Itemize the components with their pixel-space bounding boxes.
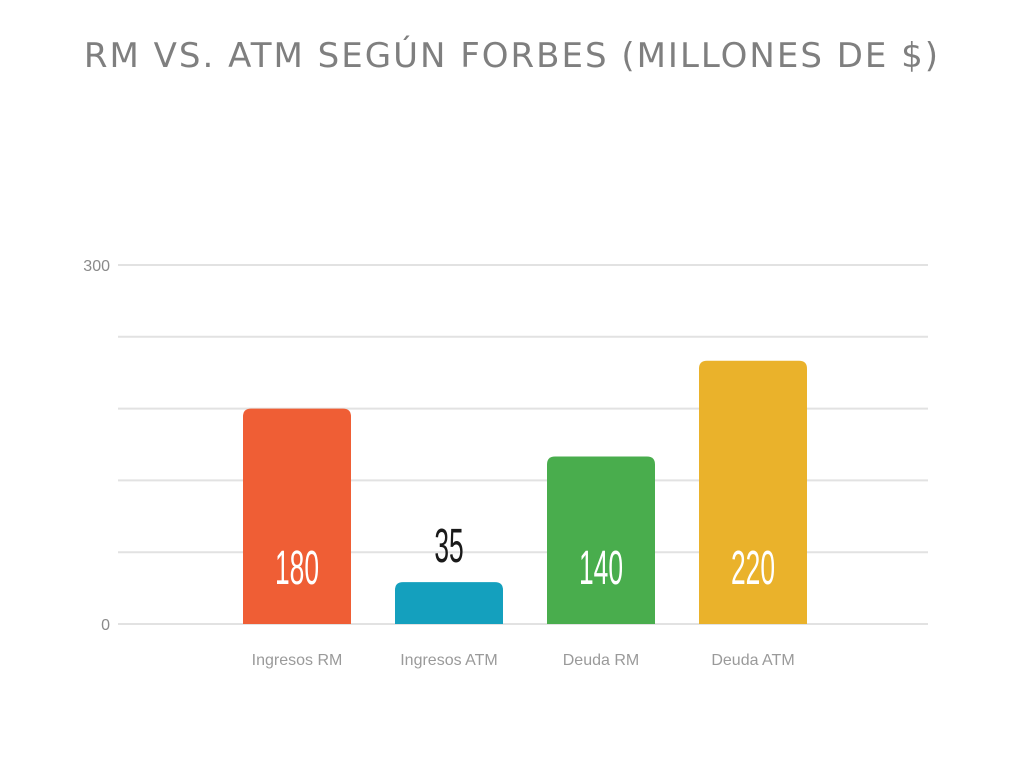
data-label: 220 bbox=[731, 542, 775, 595]
bar bbox=[547, 456, 655, 624]
data-label-group: 180 bbox=[275, 542, 319, 595]
x-tick-label: Ingresos RM bbox=[252, 652, 343, 669]
x-tick-label: Deuda RM bbox=[563, 652, 639, 669]
bar bbox=[699, 360, 807, 624]
data-label: 180 bbox=[275, 542, 319, 595]
chart-title: RM VS. ATM SEGÚN FORBES (MILLONES DE $) bbox=[83, 36, 941, 76]
bar bbox=[395, 582, 503, 624]
data-labels: 180 35 140 220 bbox=[275, 520, 775, 595]
data-label-group: 35 bbox=[434, 520, 463, 573]
axis-labels: 0 300 Ingresos RM Ingresos ATM Deuda RM Deuda… bbox=[83, 258, 794, 669]
x-tick-label: Deuda ATM bbox=[711, 652, 794, 669]
bars bbox=[243, 360, 807, 624]
y-tick-label: 0 bbox=[101, 617, 110, 634]
data-label: 140 bbox=[579, 542, 623, 595]
y-tick-label: 300 bbox=[83, 258, 110, 275]
data-label-group: 220 bbox=[731, 542, 775, 595]
bar bbox=[243, 408, 351, 624]
x-tick-label: Ingresos ATM bbox=[400, 652, 498, 669]
data-label-group: 140 bbox=[579, 542, 623, 595]
data-label: 35 bbox=[434, 520, 463, 573]
